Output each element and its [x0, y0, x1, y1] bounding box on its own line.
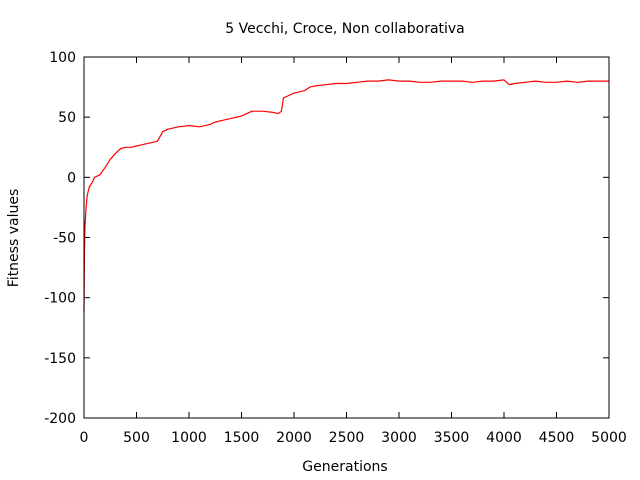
y-tick-label: -50	[53, 231, 76, 247]
x-tick-label: 500	[123, 430, 150, 446]
series-layer	[83, 79, 609, 313]
axis-ticks: 0 500 1000 1500 2000 2500 3000 3500 4000 4500 5000…	[44, 50, 627, 446]
x-tick-label: 4000	[486, 430, 522, 446]
y-tick-label: 50	[58, 110, 76, 126]
x-tick-label: 2000	[276, 430, 312, 446]
y-axis-label: Fitness values	[6, 189, 22, 287]
y-tick-label: 0	[67, 170, 76, 186]
y-tick-label: -100	[44, 291, 76, 307]
y-tick-label: -200	[44, 411, 76, 427]
x-axis-label: Generations	[302, 459, 387, 475]
x-tick-label: 2500	[329, 430, 365, 446]
plot-frame	[83, 56, 610, 419]
x-tick-label: 4500	[539, 430, 575, 446]
y-tick-label: 100	[49, 50, 76, 66]
x-tick-label: 3500	[434, 430, 470, 446]
x-tick-label: 3000	[381, 430, 417, 446]
y-tick-label: -150	[44, 351, 76, 367]
x-tick-label: 1000	[171, 430, 207, 446]
chart-title: 5 Vecchi, Croce, Non collaborativa	[225, 21, 465, 37]
x-tick-label: 1500	[224, 430, 260, 446]
x-tick-label: 5000	[591, 430, 627, 446]
x-tick-label: 0	[80, 430, 89, 446]
series-line	[83, 79, 609, 313]
